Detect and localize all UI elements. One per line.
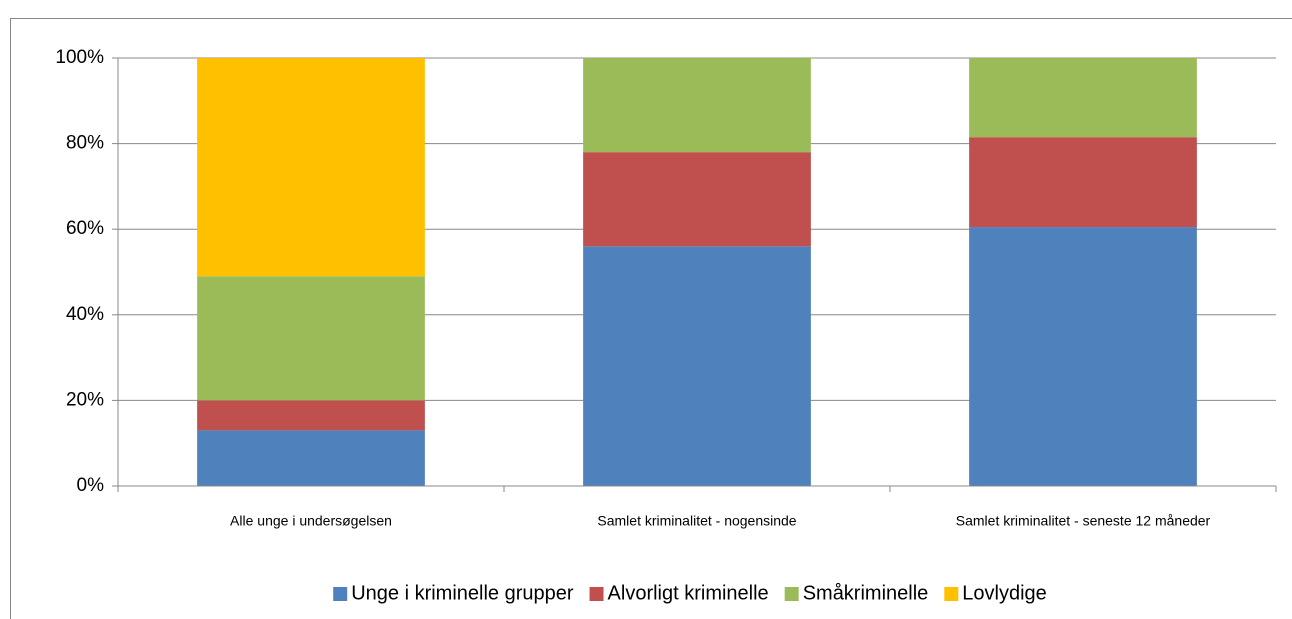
- bar-segment: [969, 227, 1197, 486]
- x-tick-label: Alle unge i undersøgelsen: [230, 513, 392, 529]
- x-tick-label: Samlet kriminalitet - seneste 12 måneder: [956, 513, 1211, 529]
- bar-segment: [583, 246, 811, 486]
- bar-segment: [197, 276, 425, 401]
- bar-segment: [969, 137, 1197, 228]
- legend-swatch: [784, 587, 799, 601]
- legend-label: Unge i kriminelle grupper: [351, 582, 574, 604]
- y-tick-label: 80%: [66, 133, 104, 154]
- y-tick-label: 60%: [66, 218, 104, 239]
- x-tick-label: Samlet kriminalitet - nogensinde: [597, 513, 796, 529]
- bar-segment: [197, 400, 425, 431]
- bar-segment: [583, 58, 811, 153]
- bar-segment: [969, 58, 1197, 138]
- legend-swatch: [944, 587, 959, 601]
- legend-label: Småkriminelle: [803, 582, 929, 604]
- bar-segment: [197, 58, 425, 277]
- y-tick-label: 20%: [66, 389, 104, 410]
- y-tick-label: 40%: [66, 304, 104, 325]
- bar-segment: [583, 152, 811, 247]
- legend-swatch: [589, 587, 604, 601]
- legend-swatch: [333, 587, 348, 601]
- legend-label: Alvorligt kriminelle: [608, 582, 769, 604]
- y-tick-label: 100%: [55, 47, 104, 68]
- bar-segment: [197, 430, 425, 486]
- y-tick-label: 0%: [77, 475, 105, 496]
- legend-label: Lovlydige: [962, 582, 1047, 604]
